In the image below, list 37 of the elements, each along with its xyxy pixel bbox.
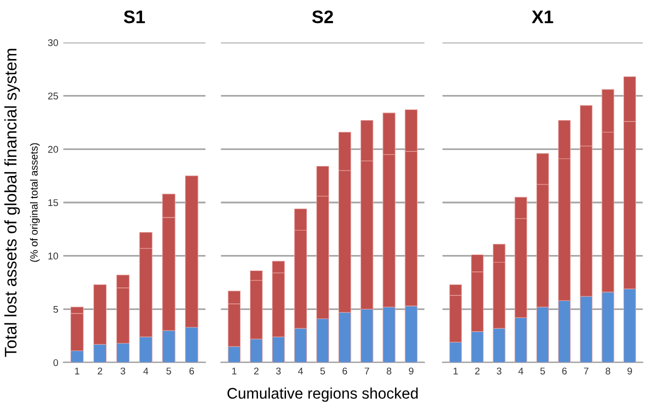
y-tick-label: 10 — [48, 252, 58, 260]
x-tick-label: 3 — [496, 368, 502, 374]
x-tick-label: 4 — [143, 368, 148, 374]
text: (% of original total assets) — [30, 143, 40, 262]
y-axis-title: Total lost assets of global financial system — [4, 48, 20, 357]
x-tick-label: 6 — [562, 368, 567, 374]
x-tick-label: 5 — [320, 368, 325, 374]
x-tick-label: 3 — [120, 368, 126, 374]
x-tick-label: 1 — [454, 368, 458, 374]
x-tick-label: 7 — [584, 368, 588, 374]
x-tick-label: 4 — [298, 368, 303, 374]
x-axis-title: Cumulative regions shocked — [228, 388, 418, 402]
x-tick-label: 9 — [627, 368, 632, 374]
x-tick-label: 8 — [386, 368, 392, 374]
x-tick-label: 4 — [518, 368, 524, 374]
x-tick-label: 6 — [189, 368, 194, 374]
chart-title: X1 — [532, 10, 554, 24]
x-tick-label: 3 — [276, 368, 281, 374]
x-tick-label: 8 — [606, 368, 610, 374]
chart-title: S2 — [312, 10, 333, 24]
x-tick-label: 2 — [98, 368, 102, 374]
x-tick-label: 2 — [254, 368, 259, 374]
x-tick-label: 6 — [342, 368, 348, 374]
x-tick-label: 1 — [232, 368, 236, 374]
x-tick-label: 2 — [475, 368, 480, 374]
y-tick-label: 30 — [48, 39, 58, 46]
chart-title: S1 — [124, 10, 145, 24]
x-tick-label: 7 — [364, 368, 370, 374]
y-tick-label: 15 — [48, 199, 58, 206]
x-tick-label: 9 — [408, 368, 414, 374]
y-tick-label: 5 — [53, 306, 58, 313]
x-tick-label: 5 — [166, 368, 172, 374]
x-tick-label: 1 — [75, 368, 80, 374]
x-tick-label: 5 — [540, 368, 545, 374]
y-tick-label: 25 — [48, 92, 58, 100]
y-tick-label: 20 — [48, 146, 58, 153]
y-tick-label: 0 — [53, 359, 58, 366]
